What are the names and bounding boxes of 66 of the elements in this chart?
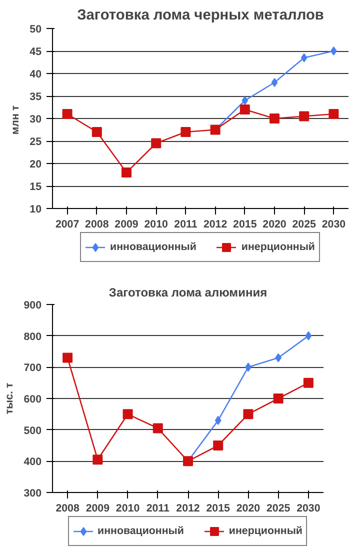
point <box>92 454 103 465</box>
x-tick-label: 2011 <box>146 502 170 514</box>
point <box>243 409 254 420</box>
x-tick-label: 2015 <box>233 218 257 230</box>
x-tick-label: 2008 <box>85 218 109 230</box>
y-tick-label: 20 <box>30 158 42 170</box>
x-tick-label: 2020 <box>236 502 260 514</box>
point <box>240 104 250 114</box>
y-axis-title: тыс. т <box>4 382 16 414</box>
x-tick-label: 2020 <box>262 218 286 230</box>
x-tick-label: 2011 <box>174 218 198 230</box>
y-tick-label: 25 <box>30 136 42 148</box>
y-tick-label: 700 <box>24 362 42 374</box>
point <box>152 423 163 434</box>
x-tick-label: 2007 <box>55 218 80 230</box>
y-tick-label: 800 <box>24 330 42 343</box>
y-tick-label: 400 <box>24 456 42 468</box>
point <box>273 394 284 404</box>
x-tick-label: 2012 <box>203 218 228 230</box>
x-tick-label: 2009 <box>114 218 138 230</box>
x-tick-label: 2009 <box>86 502 110 514</box>
point <box>303 378 314 388</box>
legend-label: инновационный <box>98 525 184 537</box>
y-tick-label: 40 <box>30 68 42 80</box>
point <box>271 78 278 87</box>
y-tick-label: 500 <box>24 424 42 437</box>
point <box>122 409 133 420</box>
y-tick-label: 600 <box>24 394 42 406</box>
point <box>180 127 191 137</box>
y-tick-label: 45 <box>30 46 42 58</box>
point <box>92 127 102 137</box>
point <box>299 111 310 122</box>
y-tick-label: 10 <box>30 204 42 216</box>
y-tick-label: 35 <box>30 91 42 103</box>
y-axis-title: млн т <box>10 105 22 135</box>
point <box>151 138 162 148</box>
legend-label: инерционный <box>228 525 302 537</box>
x-tick-label: 2025 <box>266 502 290 514</box>
point <box>330 46 337 56</box>
y-tick-label: 900 <box>24 300 42 312</box>
x-tick-label: 2010 <box>116 502 140 514</box>
chart-title: Заготовка лома алюминия <box>108 286 268 300</box>
x-tick-label: 2008 <box>56 502 80 514</box>
y-tick-label: 50 <box>30 24 42 36</box>
point <box>328 109 339 119</box>
point <box>270 114 280 124</box>
point <box>214 416 222 425</box>
y-tick-label: 15 <box>30 181 42 193</box>
x-tick-label: 2010 <box>144 218 168 230</box>
point <box>242 96 248 105</box>
point <box>305 331 312 340</box>
x-tick-label: 2015 <box>206 502 230 514</box>
chart-title: Заготовка лома черных металлов <box>77 8 324 24</box>
x-tick-label: 2030 <box>322 218 346 230</box>
x-tick-label: 2012 <box>176 502 200 514</box>
y-tick-label: 30 <box>30 114 42 126</box>
point <box>122 168 132 178</box>
legend-label: инновационный <box>110 241 196 253</box>
point <box>62 352 73 363</box>
legend-label: инерционный <box>241 241 315 253</box>
x-tick-label: 2025 <box>292 218 316 230</box>
y-tick-label: 300 <box>24 488 42 500</box>
point <box>62 109 72 119</box>
x-tick-label: 2030 <box>296 502 320 514</box>
point <box>213 440 224 450</box>
point <box>300 53 308 62</box>
